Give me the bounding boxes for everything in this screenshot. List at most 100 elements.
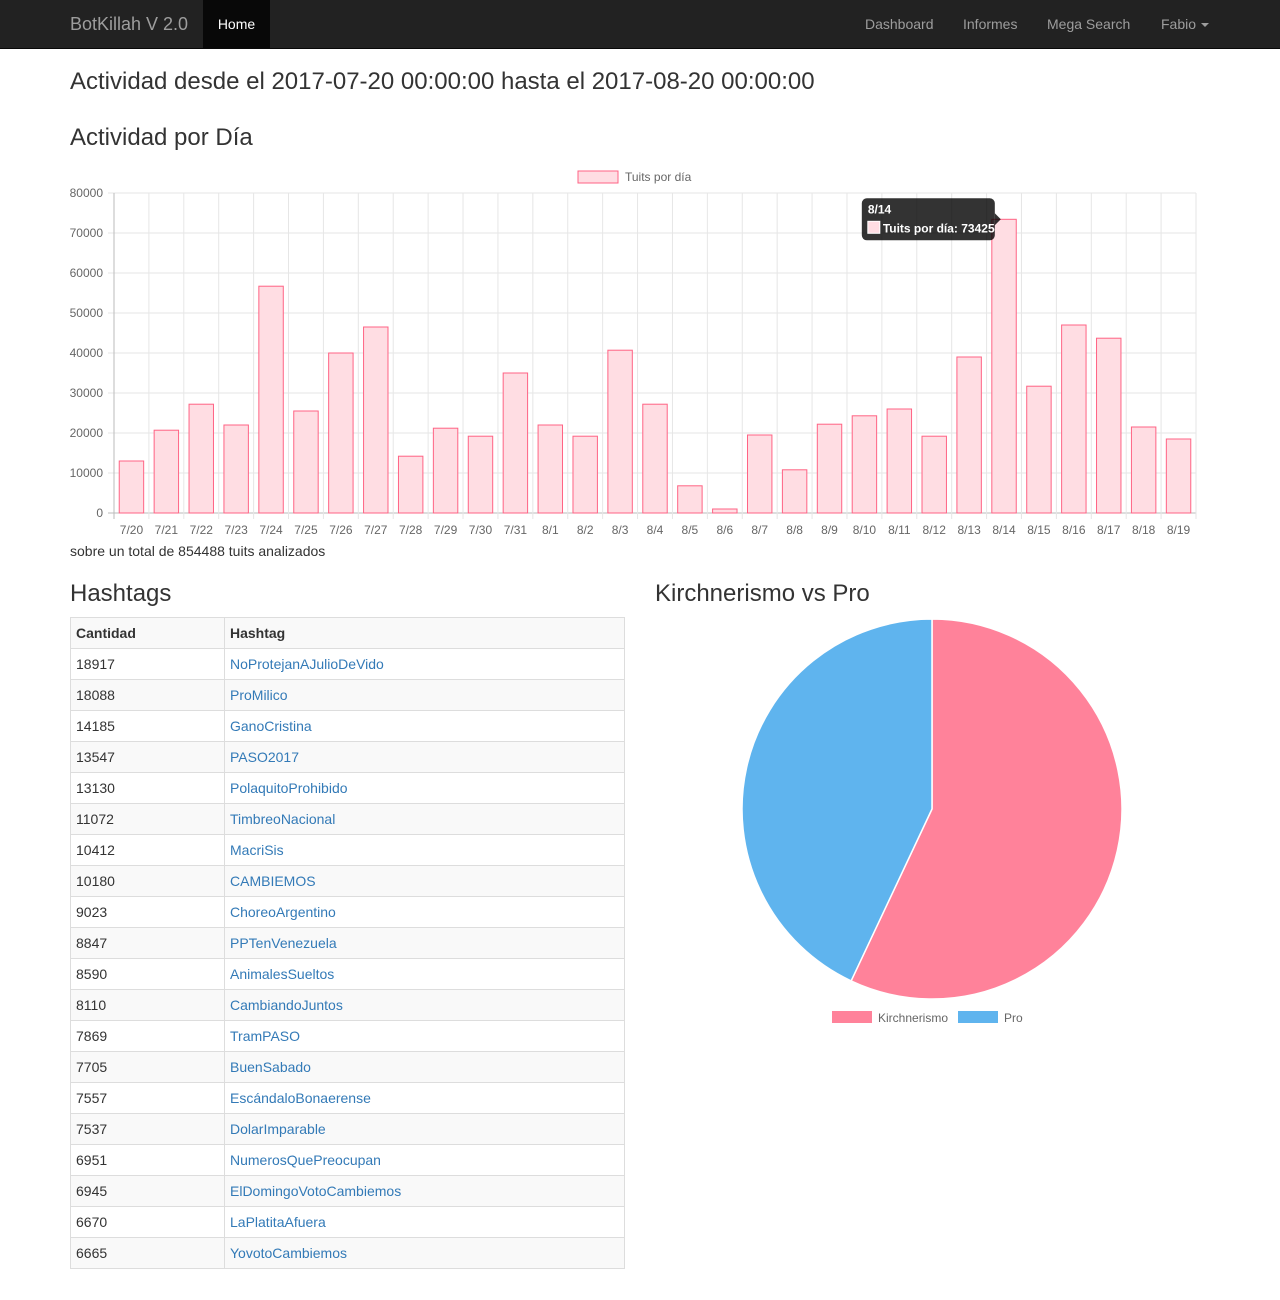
table-row: 10180 CAMBIEMOS: [70, 865, 625, 897]
x-tick-label: 7/31: [504, 523, 528, 537]
hashtag-link[interactable]: LaPlatitaAfuera: [230, 1214, 326, 1230]
y-tick-label: 30000: [70, 386, 104, 400]
table-row: 18088 ProMilico: [70, 679, 625, 711]
bar-8/18: [1130, 426, 1157, 514]
x-tick-label: 7/28: [399, 523, 423, 537]
pie-heading: Kirchnerismo vs Pro: [655, 580, 870, 607]
x-tick-label: 7/26: [329, 523, 353, 537]
hashtag-link[interactable]: GanoCristina: [230, 718, 312, 734]
hashtag-link[interactable]: DolarImparable: [230, 1121, 326, 1137]
daily-activity-heading: Actividad por Día: [70, 124, 253, 151]
x-tick-label: 7/21: [155, 523, 179, 537]
hashtag-count: 7557: [70, 1082, 225, 1114]
hashtag-link[interactable]: PolaquitoProhibido: [230, 780, 348, 796]
bar-7/30: [467, 435, 494, 514]
x-tick-label: 8/15: [1027, 523, 1051, 537]
navbar: BotKillah V 2.0 Home Dashboard Informes …: [0, 0, 1280, 49]
pie-legend-label: Pro: [1004, 1011, 1023, 1025]
bar-8/14: [991, 218, 1017, 514]
x-tick-label: 7/29: [434, 523, 458, 537]
x-tick-label: 8/6: [716, 523, 733, 537]
table-row: 7537 DolarImparable: [70, 1113, 625, 1145]
y-tick-label: 40000: [70, 346, 104, 360]
y-tick-label: 10000: [70, 466, 104, 480]
hashtag-count: 9023: [70, 896, 225, 928]
hashtag-cell: CambiandoJuntos: [224, 989, 625, 1021]
bar-7/31: [502, 372, 529, 514]
x-tick-label: 8/19: [1167, 523, 1191, 537]
hashtag-link[interactable]: TramPASO: [230, 1028, 301, 1044]
hashtag-link[interactable]: YovotoCambiemos: [230, 1245, 347, 1261]
table-row: 13130 PolaquitoProhibido: [70, 772, 625, 804]
hashtag-link[interactable]: CAMBIEMOS: [230, 873, 316, 889]
hashtag-link[interactable]: ElDomingoVotoCambiemos: [230, 1183, 402, 1199]
bar-7/20: [118, 460, 145, 514]
y-tick-label: 60000: [70, 266, 104, 280]
x-tick-label: 8/4: [647, 523, 664, 537]
bar-7/26: [328, 352, 354, 514]
nav-mega-search[interactable]: Mega Search: [1047, 16, 1131, 32]
total-tweets-text: sobre un total de 854488 tuits analizado…: [70, 543, 326, 559]
hashtag-link[interactable]: CambiandoJuntos: [230, 997, 343, 1013]
hashtag-cell: PolaquitoProhibido: [224, 772, 625, 804]
hashtag-count: 7537: [70, 1113, 225, 1145]
hashtag-cell: CAMBIEMOS: [224, 865, 625, 897]
header-cantidad: Cantidad: [70, 617, 225, 649]
header-hashtag: Hashtag: [224, 617, 625, 649]
x-tick-label: 8/14: [992, 523, 1016, 537]
hashtag-cell: AnimalesSueltos: [224, 958, 625, 990]
hashtag-count: 7869: [70, 1020, 225, 1052]
nav-home[interactable]: Home: [203, 0, 270, 49]
y-tick-label: 0: [96, 506, 103, 520]
x-tick-label: 8/17: [1097, 523, 1121, 537]
table-row: 8847 PPTenVenezuela: [70, 927, 625, 959]
hashtag-count: 10412: [70, 834, 225, 866]
hashtag-link[interactable]: NumerosQuePreocupan: [230, 1152, 381, 1168]
hashtag-cell: PPTenVenezuela: [224, 927, 625, 959]
x-tick-label: 7/23: [224, 523, 248, 537]
x-tick-label: 7/27: [364, 523, 388, 537]
nav-informes[interactable]: Informes: [963, 16, 1018, 32]
bar-7/27: [363, 326, 389, 514]
tooltip-swatch: [867, 220, 881, 234]
hashtag-cell: ChoreoArgentino: [224, 896, 625, 928]
x-tick-label: 8/11: [888, 523, 911, 537]
user-menu[interactable]: Fabio: [1161, 0, 1210, 49]
table-row: 8110 CambiandoJuntos: [70, 989, 625, 1021]
hashtag-link[interactable]: NoProtejanAJulioDeVido: [230, 656, 384, 672]
hashtag-link[interactable]: ProMilico: [230, 687, 288, 703]
hashtag-link[interactable]: AnimalesSueltos: [230, 966, 335, 982]
bar-8/1: [537, 424, 564, 514]
table-row: 10412 MacriSis: [70, 834, 625, 866]
hashtag-link[interactable]: BuenSabado: [230, 1059, 311, 1075]
pie-slice-kirchnerismo: [850, 618, 1123, 1000]
hashtag-link[interactable]: PPTenVenezuela: [230, 935, 337, 951]
daily-tweets-bar-chart: 0 10000 20000 30000 40000 50000 60000 70000 8000…: [70, 170, 1197, 537]
x-tick-label: 8/7: [751, 523, 768, 537]
pie-slice-pro: [741, 618, 933, 982]
bar-8/13: [956, 356, 982, 514]
bar-8/8: [781, 469, 808, 514]
hashtag-link[interactable]: PASO2017: [230, 749, 300, 765]
hashtag-count: 10180: [70, 865, 225, 897]
nav-dashboard[interactable]: Dashboard: [865, 16, 934, 32]
hashtag-count: 18917: [70, 648, 225, 680]
hashtag-link[interactable]: MacriSis: [230, 842, 284, 858]
bar-8/6: [712, 508, 738, 514]
tooltip-box: [861, 198, 995, 241]
hashtag-link[interactable]: TimbreoNacional: [230, 811, 336, 827]
x-tick-label: 8/16: [1062, 523, 1086, 537]
x-tick-label: 7/20: [120, 523, 144, 537]
bar-8/16: [1061, 324, 1087, 514]
hashtag-cell: TramPASO: [224, 1020, 625, 1052]
bar-7/21: [153, 429, 180, 514]
x-tick-label: 8/5: [682, 523, 699, 537]
brand-link[interactable]: BotKillah V 2.0: [70, 14, 189, 34]
hashtag-link[interactable]: EscándaloBonaerense: [230, 1090, 371, 1106]
x-tick-label: 8/2: [577, 523, 594, 537]
table-row: 6945 ElDomingoVotoCambiemos: [70, 1175, 625, 1207]
hashtag-link[interactable]: ChoreoArgentino: [230, 904, 336, 920]
bar-8/15: [1026, 385, 1052, 514]
bar-8/5: [677, 485, 703, 514]
table-row: 7705 BuenSabado: [70, 1051, 625, 1083]
